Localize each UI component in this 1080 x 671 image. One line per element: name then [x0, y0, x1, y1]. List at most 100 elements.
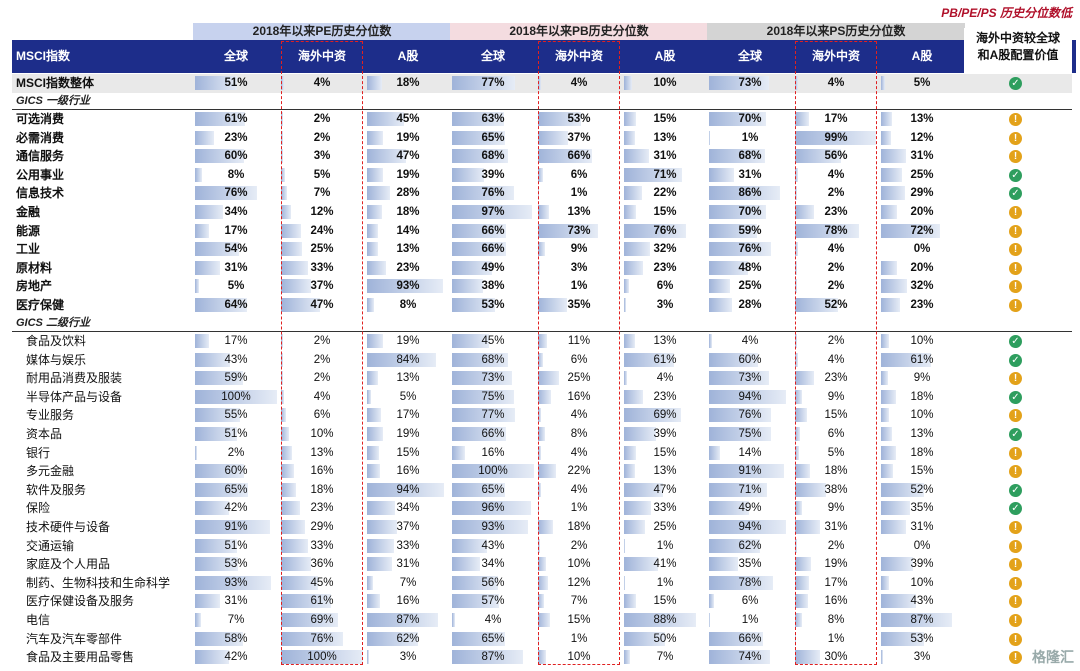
value-cell: 16% — [310, 465, 334, 478]
value-bar — [795, 557, 811, 572]
value-bar — [452, 298, 495, 312]
row-name: MSCI指数整体 — [16, 76, 95, 90]
value-bar — [367, 371, 378, 386]
value-cell: 3% — [656, 299, 674, 311]
check-mark-glyph: ✓ — [1011, 78, 1020, 89]
section-divider — [12, 331, 1072, 332]
row-name: 金融 — [16, 205, 41, 219]
row-name: 必需消费 — [16, 130, 65, 145]
value-cell: 22% — [653, 187, 677, 200]
value-cell: 3% — [313, 150, 331, 163]
value-cell: 3% — [399, 651, 417, 664]
value-cell: 100% — [307, 651, 337, 664]
value-cell: 45% — [481, 335, 505, 347]
value-bar — [795, 167, 798, 182]
value-cell: 57% — [481, 595, 505, 608]
value-bar — [709, 594, 714, 609]
value-cell: 13% — [653, 131, 677, 144]
value-cell: 68% — [738, 150, 762, 163]
value-cell: 58% — [224, 632, 248, 645]
value-cell: 37% — [310, 280, 334, 293]
value-cell: 60% — [224, 150, 248, 163]
value-cell: 15% — [396, 446, 420, 459]
row-name: 通信服务 — [16, 149, 65, 164]
value-cell: 39% — [653, 428, 677, 440]
value-cell: 47% — [396, 150, 420, 163]
value-cell: 23% — [910, 299, 934, 311]
value-bar — [709, 520, 786, 534]
value-bar — [795, 464, 810, 479]
exclamation-glyph: ! — [1013, 244, 1018, 256]
value-bar — [452, 186, 514, 201]
value-bar — [624, 260, 643, 275]
value-cell: 61% — [653, 353, 677, 366]
value-bar — [709, 352, 758, 367]
value-cell: 15% — [824, 409, 848, 422]
value-bar — [538, 594, 544, 609]
value-cell: 25% — [310, 243, 334, 256]
value-bar — [538, 260, 540, 275]
value-cell: 71% — [653, 168, 677, 181]
value-cell: 2% — [827, 261, 845, 274]
group-header: 2018年以来PS历史分位数 — [766, 24, 906, 38]
value-bar — [709, 223, 757, 238]
row-name: 食品及饮料 — [26, 334, 87, 348]
value-cell: 18% — [910, 446, 934, 459]
value-cell: 2% — [227, 446, 245, 459]
value-cell: 100% — [221, 390, 251, 403]
value-cell: 7% — [570, 595, 588, 608]
value-cell: 78% — [824, 224, 848, 237]
value-column-header: A股 — [654, 49, 676, 63]
value-bar — [538, 298, 567, 312]
value-cell: 33% — [653, 502, 677, 515]
highlight-box — [281, 41, 363, 665]
check-mark-glyph: ✓ — [1011, 354, 1020, 366]
warning-icon: ! — [1009, 614, 1022, 627]
value-bar — [195, 279, 199, 294]
value-bar — [709, 242, 771, 257]
value-cell: 0% — [913, 539, 931, 552]
value-cell: 87% — [910, 614, 934, 626]
value-cell: 34% — [224, 206, 248, 218]
value-cell: 65% — [481, 632, 505, 645]
value-bar — [281, 520, 305, 534]
value-cell: 17% — [824, 576, 848, 589]
value-bar — [795, 594, 808, 609]
value-column-header: 全球 — [223, 49, 248, 63]
value-cell: 15% — [653, 206, 677, 218]
value-cell: 65% — [224, 483, 248, 496]
value-bar — [881, 76, 885, 90]
value-cell: 61% — [310, 595, 334, 608]
row-name: 耐用品消费及服装 — [26, 371, 123, 386]
value-bar — [795, 76, 798, 90]
value-bar — [795, 242, 798, 257]
value-bar — [709, 298, 732, 312]
value-cell: 4% — [656, 372, 674, 385]
value-cell: 13% — [910, 113, 934, 125]
value-cell: 11% — [567, 335, 591, 347]
value-cell: 91% — [738, 465, 762, 478]
value-bar — [538, 371, 559, 386]
group-header-bg — [707, 23, 965, 40]
value-bar — [881, 223, 940, 238]
value-cell: 2% — [827, 280, 845, 293]
value-cell: 71% — [738, 483, 762, 496]
row-name: 汽车及汽车零部件 — [26, 631, 123, 646]
value-cell: 13% — [653, 465, 677, 478]
value-cell: 45% — [310, 576, 334, 589]
value-cell: 17% — [224, 224, 248, 237]
value-cell: 93% — [481, 521, 505, 533]
value-bar — [795, 112, 809, 126]
value-bar — [195, 557, 238, 572]
value-cell: 73% — [567, 224, 591, 237]
value-cell: 7% — [399, 576, 417, 589]
value-cell: 51% — [224, 428, 248, 440]
value-bar — [195, 242, 239, 257]
watermark-logo: 格隆汇 — [1032, 649, 1074, 665]
value-cell: 43% — [224, 353, 248, 366]
exclamation-glyph: ! — [1013, 522, 1018, 533]
value-cell: 75% — [738, 428, 762, 440]
value-cell: 5% — [313, 168, 331, 181]
value-bar — [624, 223, 686, 238]
value-cell: 16% — [396, 595, 420, 608]
